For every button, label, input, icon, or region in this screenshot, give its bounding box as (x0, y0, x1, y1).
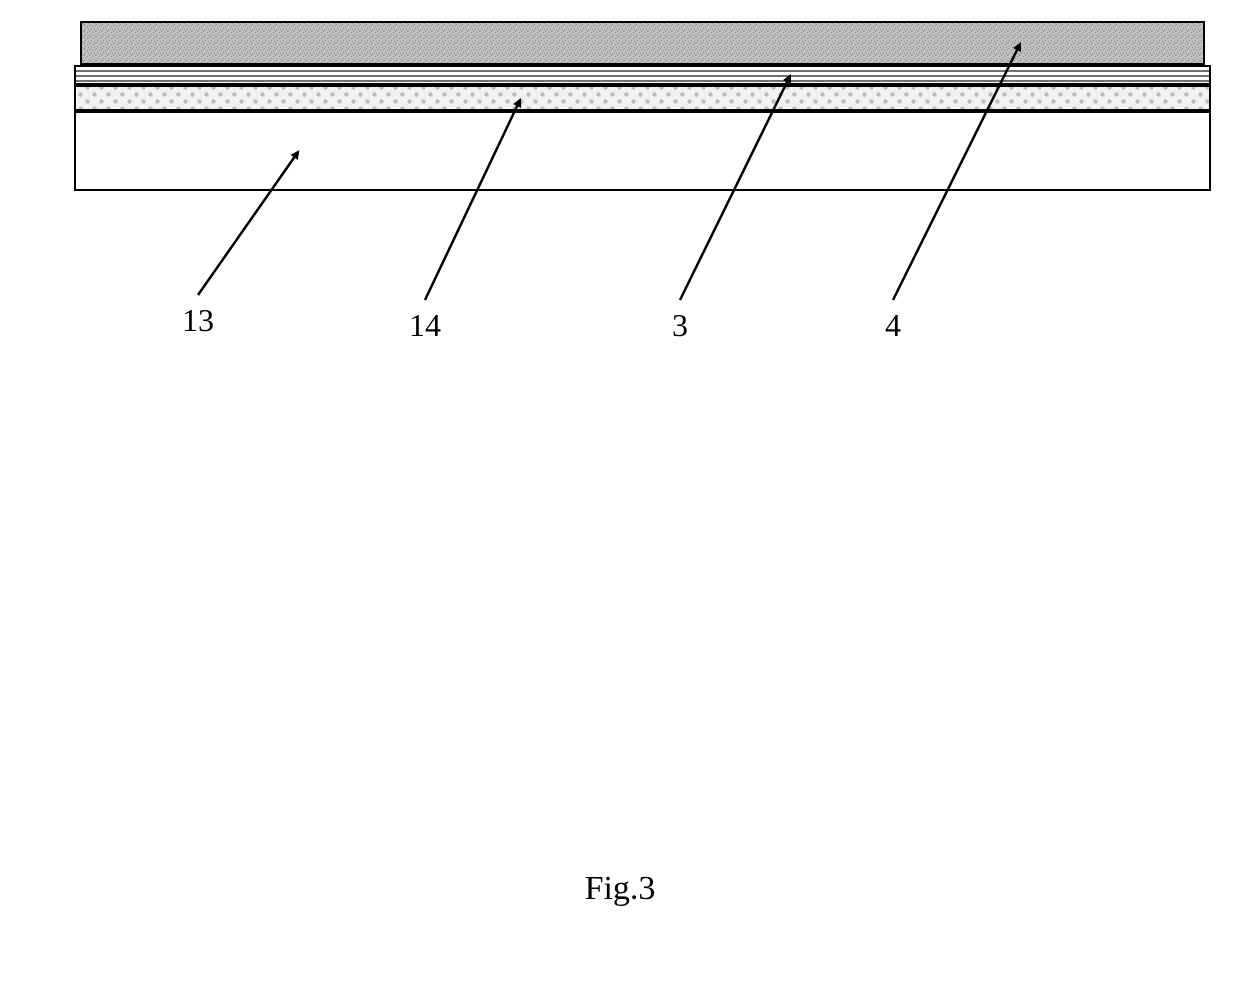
callout-label-4: 4 (885, 307, 901, 343)
figure-caption: Fig.3 (0, 870, 1240, 908)
callout-label-14: 14 (409, 307, 441, 343)
layer-base (75, 112, 1210, 190)
callout-label-3: 3 (672, 307, 688, 343)
callout-label-13: 13 (182, 302, 214, 338)
layer-dots (75, 86, 1210, 110)
layer-top (81, 22, 1204, 64)
cross-section-diagram: 13 14 3 4 (0, 0, 1240, 999)
layer-stripes (75, 66, 1210, 84)
